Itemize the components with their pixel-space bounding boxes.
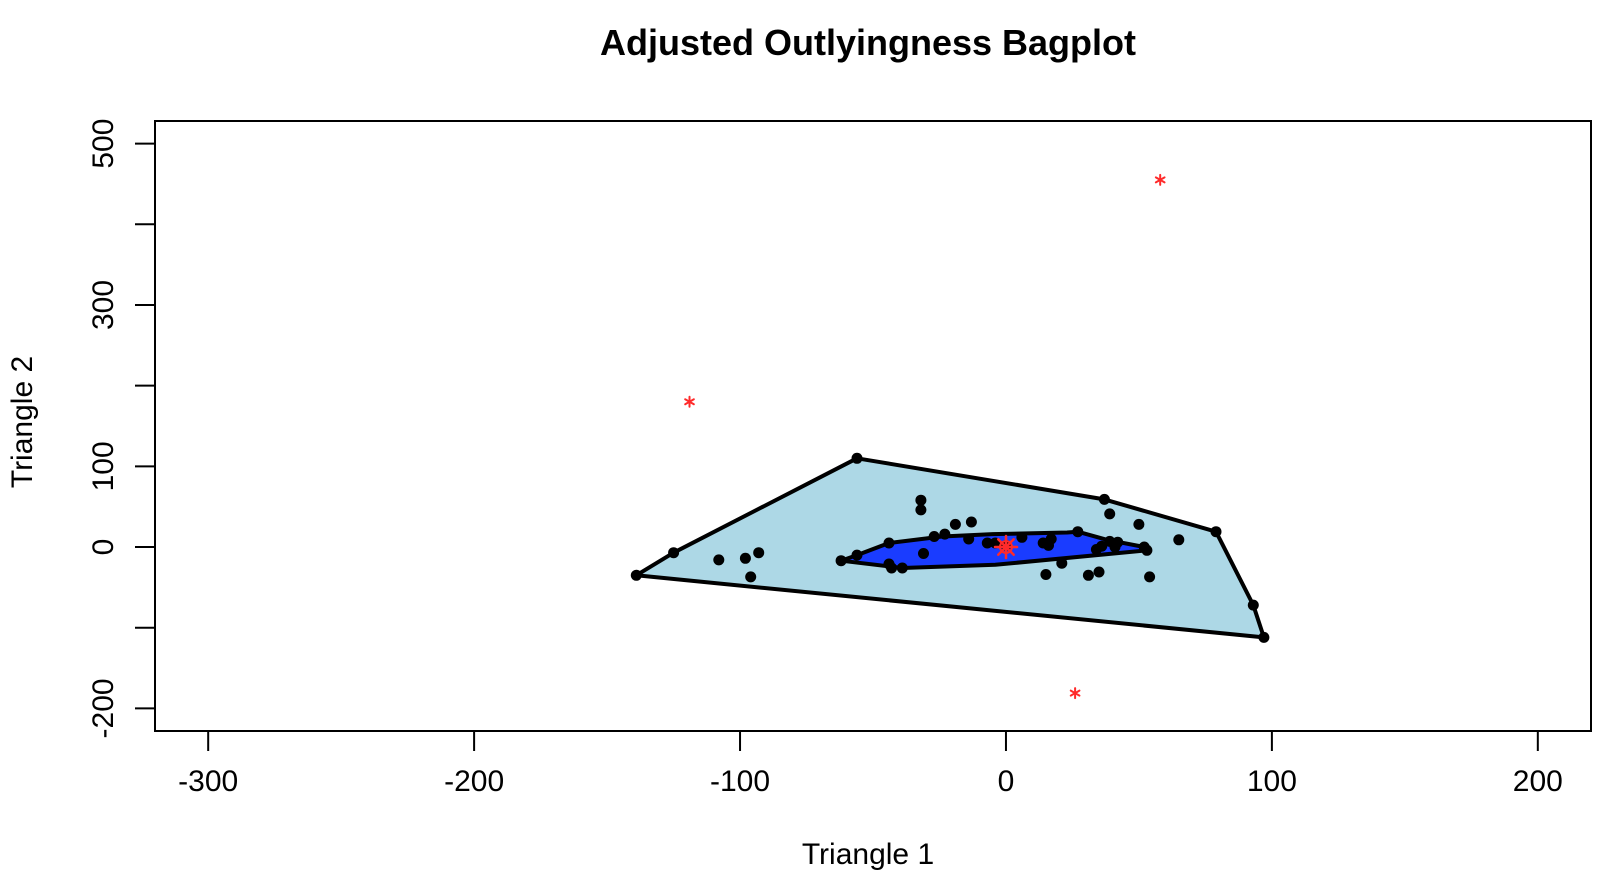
data-point: [1173, 534, 1185, 546]
data-point: [981, 537, 993, 549]
data-point: [1133, 518, 1145, 530]
y-tick-label: 100: [87, 441, 120, 491]
outlier-point: [1069, 687, 1081, 700]
data-point: [939, 528, 951, 540]
plot-frame: [154, 120, 1592, 732]
data-point: [1144, 571, 1156, 583]
y-tick-label: -200: [87, 678, 120, 738]
y-axis-label: Triangle 2: [6, 356, 39, 488]
data-point: [915, 504, 927, 516]
data-point: [851, 452, 863, 464]
outlier-point: [684, 395, 695, 408]
data-point: [965, 516, 977, 528]
x-tick-label: 200: [1513, 765, 1563, 798]
data-point: [1082, 569, 1094, 581]
data-point: [1104, 508, 1116, 520]
x-tick-label: -100: [710, 765, 770, 798]
data-point: [668, 547, 680, 559]
data-point: [753, 547, 765, 559]
data-point: [1016, 531, 1028, 543]
outlier-point: [1154, 173, 1166, 186]
data-point: [835, 555, 847, 567]
y-tick-label: 500: [87, 119, 120, 169]
x-tick-label: 0: [998, 765, 1015, 798]
data-point: [918, 548, 929, 559]
data-point: [896, 562, 908, 574]
data-point: [963, 533, 975, 545]
data-point: [851, 549, 863, 561]
x-tick-label: 100: [1247, 765, 1297, 798]
data-point: [630, 569, 642, 581]
data-point: [949, 518, 961, 530]
data-point: [915, 494, 927, 506]
data-point: [1247, 599, 1259, 611]
data-point: [1258, 631, 1270, 643]
data-point: [1040, 569, 1052, 580]
data-point: [713, 554, 725, 566]
x-axis: -300 -200 -100 0 100 200: [178, 730, 1563, 798]
data-point: [886, 562, 898, 574]
x-tick-label: -200: [444, 765, 504, 798]
data-point: [928, 531, 940, 542]
data-point: [1072, 526, 1084, 538]
data-point: [739, 552, 751, 564]
y-axis: -200 0 100 300 500: [87, 119, 156, 738]
x-tick-label: -300: [178, 765, 238, 798]
data-point: [1210, 526, 1222, 538]
data-point: [1056, 557, 1068, 569]
y-tick-label: 0: [87, 539, 120, 556]
x-axis-label: Triangle 1: [802, 838, 934, 871]
plot-area: [154, 120, 1592, 732]
data-point: [1096, 540, 1108, 552]
y-tick-label: 300: [87, 280, 120, 330]
center-marker: [993, 534, 1019, 560]
data-point: [883, 537, 895, 549]
data-point: [745, 571, 757, 583]
data-point: [1098, 493, 1110, 505]
chart-title: Adjusted Outlyingness Bagplot: [600, 22, 1136, 63]
data-point: [1141, 544, 1153, 556]
data-point: [1112, 536, 1124, 548]
center-ring: [999, 540, 1013, 554]
data-point: [1045, 533, 1057, 545]
data-point: [1093, 566, 1105, 578]
